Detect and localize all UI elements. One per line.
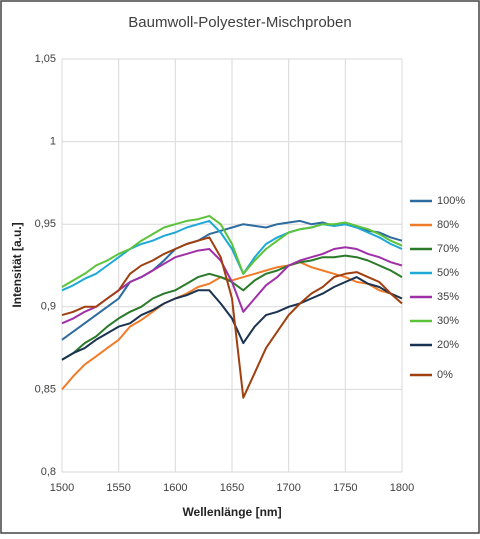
y-tick-label: 1 [50, 136, 56, 148]
line-series [61, 276, 403, 361]
legend-label: 35% [437, 291, 459, 303]
x-tick-label: 1500 [50, 482, 74, 494]
x-tick-label: 1700 [276, 482, 300, 494]
legend-label: 50% [437, 267, 459, 279]
y-axis-label: Intensität [a.u.] [10, 222, 24, 307]
y-tick-label: 0,8 [41, 466, 56, 478]
x-axis-label: Wellenlänge [nm] [182, 505, 281, 519]
legend-label: 100% [437, 195, 465, 207]
x-tick-label: 1550 [106, 482, 130, 494]
x-tick-label: 1800 [390, 482, 414, 494]
line-series [61, 214, 403, 288]
legend-label: 30% [437, 315, 459, 327]
y-tick-label: 1,05 [35, 53, 56, 65]
legend-label: 80% [437, 219, 459, 231]
legend-label: 0% [437, 369, 453, 381]
x-tick-label: 1650 [220, 482, 244, 494]
chart-title: Baumwoll-Polyester-Mischproben [128, 14, 351, 31]
line-series [61, 219, 403, 292]
y-tick-label: 0,95 [35, 218, 56, 230]
x-tick-label: 1600 [163, 482, 187, 494]
legend-label: 20% [437, 339, 459, 351]
y-tick-label: 0,9 [41, 301, 56, 313]
x-tick-label: 1750 [333, 482, 357, 494]
y-tick-label: 0,85 [35, 383, 56, 395]
legend-label: 70% [437, 243, 459, 255]
line-series [61, 236, 403, 399]
